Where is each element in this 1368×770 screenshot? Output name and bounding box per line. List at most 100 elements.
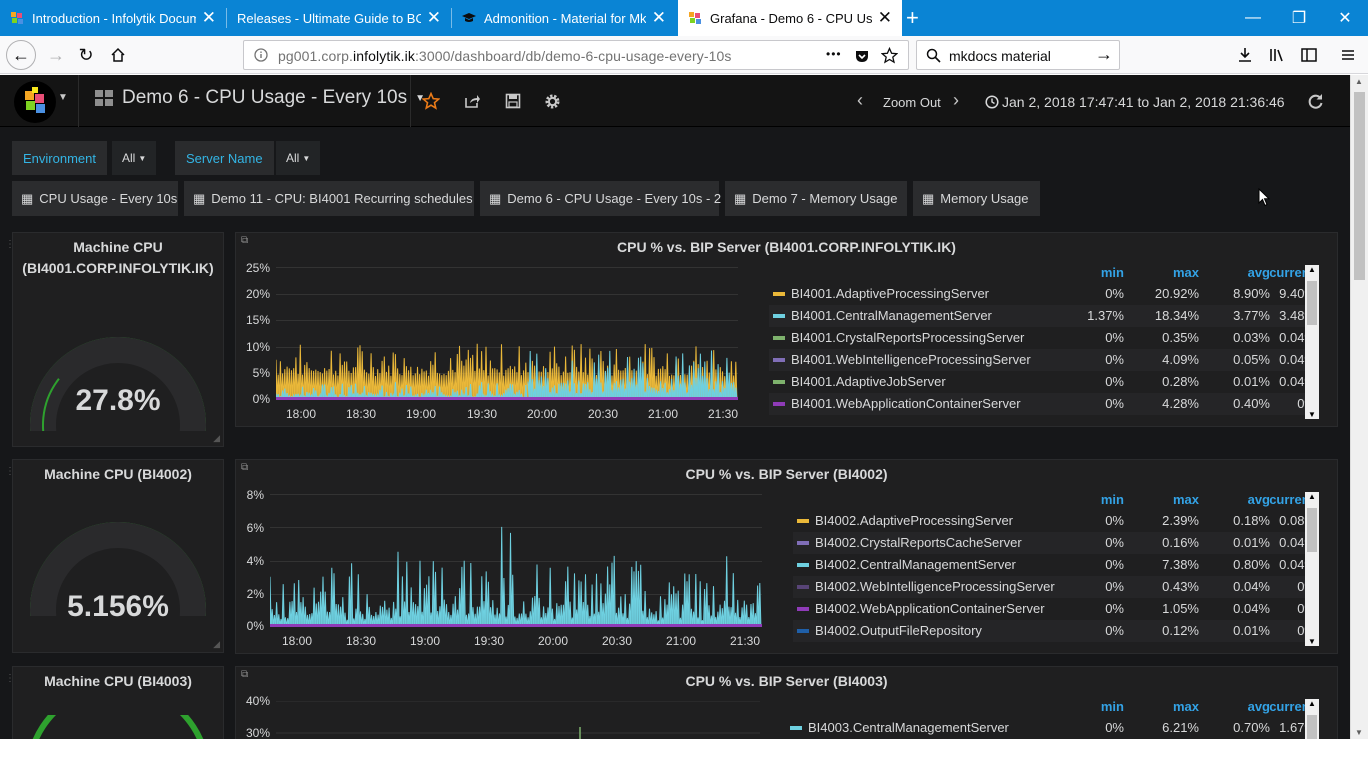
scroll-down-icon[interactable]: ▼ bbox=[1355, 728, 1363, 737]
search-box[interactable]: mkdocs material → bbox=[916, 40, 1120, 70]
legend-series-name[interactable]: BI4001.AdaptiveJobServer bbox=[791, 374, 946, 389]
library-icon[interactable] bbox=[1268, 46, 1286, 64]
new-tab-button[interactable]: + bbox=[904, 0, 930, 36]
cpu-graph-plot[interactable] bbox=[270, 494, 762, 627]
legend-item[interactable]: BI4002.CrystalReportsCacheServer 0% 0.16% 0… bbox=[793, 532, 1318, 554]
forward-button[interactable]: → bbox=[42, 41, 70, 69]
dashboard-link-cpu-usage[interactable]: ▦ CPU Usage - Every 10s bbox=[12, 181, 178, 216]
close-tab-icon[interactable]: ✕ bbox=[201, 8, 216, 27]
legend-item[interactable]: BI4002.WebIntelligenceProcessingServer 0%… bbox=[793, 576, 1318, 598]
legend-color-swatch[interactable] bbox=[773, 314, 785, 318]
scroll-up-icon[interactable]: ▲ bbox=[1308, 265, 1316, 274]
share-icon[interactable] bbox=[464, 93, 481, 109]
legend-series-name[interactable]: BI4002.AdaptiveProcessingServer bbox=[815, 513, 1014, 528]
page-actions-icon[interactable]: ••• bbox=[826, 47, 842, 61]
close-tab-icon[interactable]: ✕ bbox=[877, 8, 892, 27]
legend-header-avg[interactable]: avg bbox=[1247, 699, 1270, 714]
sidebar-icon[interactable] bbox=[1300, 46, 1318, 64]
row-drag-handle-icon[interactable]: ⋮ bbox=[5, 673, 15, 684]
browser-tab-releases[interactable]: Releases - Ultimate Guide to BOSH ✕ bbox=[227, 0, 451, 36]
legend-scrollbar[interactable]: ▲ ▼ bbox=[1305, 492, 1319, 646]
resize-handle-icon[interactable]: ◢ bbox=[213, 639, 220, 649]
legend-item[interactable]: BI4001.WebIntelligenceProcessingServer 0%… bbox=[769, 349, 1318, 371]
download-icon[interactable] bbox=[1236, 46, 1254, 64]
save-icon[interactable] bbox=[505, 93, 521, 109]
browser-tab-admonition[interactable]: Admonition - Material for MkD ✕ bbox=[452, 0, 676, 36]
legend-header-avg[interactable]: avg bbox=[1247, 492, 1270, 507]
legend-item[interactable]: BI4001.CentralManagementServer 1.37% 18.34… bbox=[769, 305, 1318, 327]
close-window-button[interactable]: ✕ bbox=[1338, 10, 1352, 27]
star-icon[interactable] bbox=[422, 92, 440, 110]
scroll-up-icon[interactable]: ▲ bbox=[1355, 77, 1363, 86]
legend-color-swatch[interactable] bbox=[797, 585, 809, 589]
legend-series-name[interactable]: BI4001.CrystalReportsProcessingServer bbox=[791, 330, 1025, 345]
close-tab-icon[interactable]: ✕ bbox=[426, 8, 441, 27]
legend-color-swatch[interactable] bbox=[797, 563, 809, 567]
dashboard-link-memory-usage[interactable]: ▦ Memory Usage bbox=[913, 181, 1040, 216]
cpu-graph-plot[interactable] bbox=[276, 701, 760, 739]
browser-tab-introduction[interactable]: Introduction - Infolytik Docum ✕ bbox=[0, 0, 226, 36]
pocket-icon[interactable] bbox=[854, 48, 870, 64]
legend-header-min[interactable]: min bbox=[1100, 699, 1124, 714]
external-link-icon[interactable]: ⧉ bbox=[241, 462, 249, 473]
legend-series-name[interactable]: BI4002.CrystalReportsCacheServer bbox=[815, 535, 1022, 550]
scrollbar-thumb[interactable] bbox=[1354, 92, 1365, 280]
legend-color-swatch[interactable] bbox=[790, 726, 802, 730]
reload-button[interactable]: ↻ bbox=[72, 41, 100, 69]
legend-item[interactable]: BI4001.WebApplicationContainerServer 0% 4.… bbox=[769, 393, 1318, 415]
zoom-back-icon[interactable]: ‹ bbox=[857, 90, 863, 110]
scroll-down-icon[interactable]: ▼ bbox=[1308, 637, 1316, 646]
scrollbar-thumb[interactable] bbox=[1307, 281, 1317, 325]
external-link-icon[interactable]: ⧉ bbox=[241, 669, 249, 680]
legend-series-name[interactable]: BI4001.WebApplicationContainerServer bbox=[791, 396, 1021, 411]
legend-color-swatch[interactable] bbox=[773, 380, 785, 384]
scroll-up-icon[interactable]: ▲ bbox=[1308, 699, 1316, 708]
legend-series-name[interactable]: BI4002.WebIntelligenceProcessingServer bbox=[815, 579, 1055, 594]
legend-scrollbar[interactable]: ▲ ▼ bbox=[1305, 265, 1319, 419]
legend-header-current[interactable]: current bbox=[1269, 699, 1314, 714]
legend-item[interactable]: BI4001.AdaptiveJobServer 0% 0.28% 0.01% 0.04… bbox=[769, 371, 1318, 393]
legend-header-current[interactable]: current bbox=[1269, 492, 1314, 507]
legend-header-max[interactable]: max bbox=[1172, 699, 1199, 714]
legend-series-name[interactable]: BI4002.CentralManagementServer bbox=[815, 557, 1016, 572]
legend-series-name[interactable]: BI4001.WebIntelligenceProcessingServer bbox=[791, 352, 1031, 367]
zoom-out-button[interactable]: Zoom Out bbox=[883, 95, 941, 110]
legend-series-name[interactable]: BI4003.CentralManagementServer bbox=[808, 720, 1009, 735]
legend-header-min[interactable]: min bbox=[1100, 265, 1124, 280]
legend-item[interactable]: BI4002.WebApplicationContainerServer 0% 1.… bbox=[793, 598, 1318, 620]
info-icon[interactable] bbox=[254, 48, 268, 62]
legend-color-swatch[interactable] bbox=[797, 541, 809, 545]
url-bar[interactable]: pg001.corp.infolytik.ik:3000/dashboard/d… bbox=[243, 40, 909, 70]
legend-color-swatch[interactable] bbox=[773, 402, 785, 406]
legend-series-name[interactable]: BI4002.OutputFileRepository bbox=[815, 623, 982, 638]
zoom-forward-icon[interactable]: › bbox=[953, 90, 959, 110]
dashboard-title-button[interactable]: Demo 6 - CPU Usage - Every 10s ▼ bbox=[94, 87, 425, 109]
legend-color-swatch[interactable] bbox=[797, 519, 809, 523]
legend-item[interactable]: BI4003.CentralManagementServer 0% 6.21% 0.7… bbox=[786, 717, 1318, 739]
legend-series-name[interactable]: BI4001.AdaptiveProcessingServer bbox=[791, 286, 990, 301]
dashboard-link-demo-11[interactable]: ▦ Demo 11 - CPU: BI4001 Recurring schedul… bbox=[184, 181, 474, 216]
cpu-graph-plot[interactable] bbox=[276, 267, 738, 400]
scrollbar-thumb[interactable] bbox=[1307, 715, 1317, 739]
legend-color-swatch[interactable] bbox=[773, 336, 785, 340]
row-drag-handle-icon[interactable]: ⋮ bbox=[5, 239, 15, 250]
dashboard-link-demo-6-2[interactable]: ▦ Demo 6 - CPU Usage - Every 10s - 2 bbox=[480, 181, 721, 216]
restore-button[interactable]: ❐ bbox=[1291, 10, 1307, 27]
legend-item[interactable]: BI4002.OutputFileRepository0%0.12%0.01%0… bbox=[793, 620, 1318, 642]
legend-header-avg[interactable]: avg bbox=[1247, 265, 1270, 280]
refresh-icon[interactable] bbox=[1307, 93, 1324, 110]
scroll-up-icon[interactable]: ▲ bbox=[1308, 492, 1316, 501]
external-link-icon[interactable]: ⧉ bbox=[241, 235, 249, 246]
gear-icon[interactable] bbox=[544, 93, 561, 110]
resize-handle-icon[interactable]: ◢ bbox=[213, 433, 220, 443]
grafana-logo-button[interactable] bbox=[14, 81, 56, 123]
bookmark-star-icon[interactable] bbox=[881, 47, 898, 64]
browser-tab-grafana[interactable]: Grafana - Demo 6 - CPU Usage ✕ bbox=[678, 0, 902, 36]
variable-environment-select[interactable]: All ▼ bbox=[112, 141, 157, 175]
time-range-picker[interactable]: Jan 2, 2018 17:47:41 to Jan 2, 2018 21:3… bbox=[1002, 94, 1285, 110]
legend-header-min[interactable]: min bbox=[1100, 492, 1124, 507]
search-go-icon[interactable]: → bbox=[1095, 44, 1113, 64]
minimize-button[interactable]: — bbox=[1245, 9, 1261, 26]
legend-header-current[interactable]: current bbox=[1269, 265, 1314, 280]
legend-color-swatch[interactable] bbox=[797, 607, 809, 611]
